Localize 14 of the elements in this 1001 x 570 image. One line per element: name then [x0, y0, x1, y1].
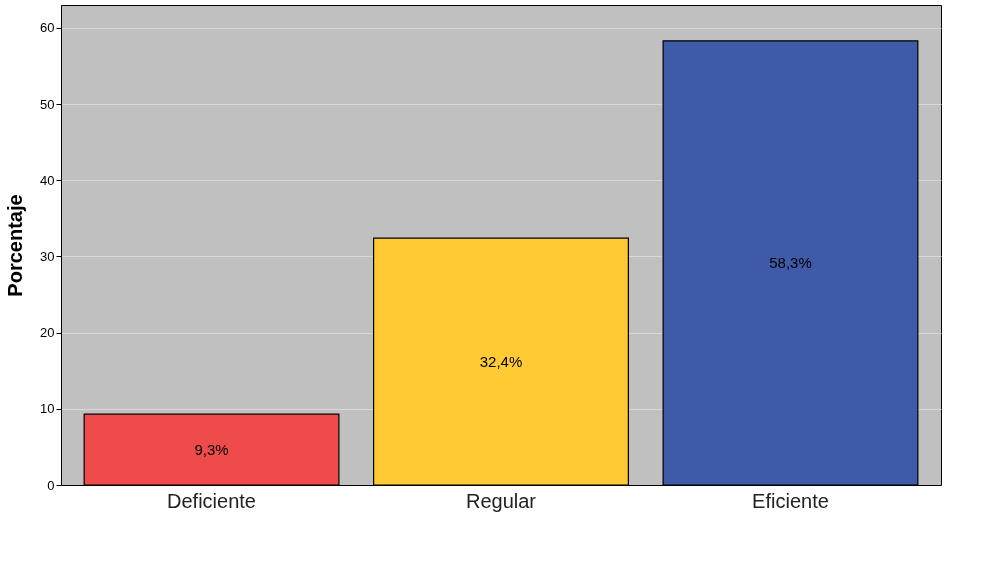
- y-axis-title: Porcentaje: [4, 194, 27, 297]
- y-tick-label: 10: [40, 401, 55, 417]
- x-tick-label: Eficiente: [752, 489, 829, 512]
- y-tick-label: 20: [40, 325, 55, 341]
- y-tick-label: 40: [40, 172, 55, 188]
- y-tick-label: 0: [47, 477, 55, 493]
- y-tick-label: 50: [40, 96, 55, 112]
- x-tick-label: Deficiente: [167, 489, 256, 512]
- y-tick-label: 60: [40, 20, 55, 36]
- y-tick-label: 30: [40, 248, 55, 264]
- data-label: 9,3%: [194, 440, 229, 458]
- data-label: 58,3%: [769, 253, 812, 271]
- x-tick-label: Regular: [465, 489, 537, 512]
- data-label: 32,4%: [479, 352, 523, 370]
